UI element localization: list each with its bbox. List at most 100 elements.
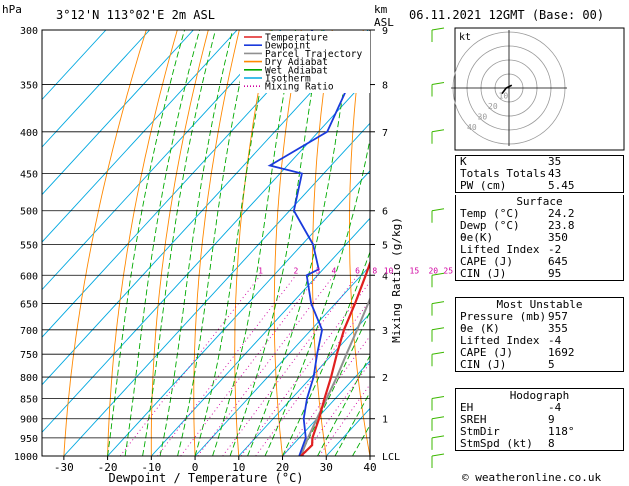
isotherm-line [238,312,370,456]
wind-barb-flag [431,272,445,276]
hodograph-stat-row: StmSpd (kt) 8 [456,438,623,450]
index-label: Totals Totals [460,167,547,180]
x-tick-label: 40 [363,461,376,474]
wet-adiabat-line [334,391,370,456]
pressure-tick-label: 350 [20,81,38,92]
index-label: PW (cm) [460,179,507,192]
index-row: K 35 [456,156,623,168]
wind-barb-flag [431,416,445,420]
most-unstable-label: Lifted Index [460,334,540,347]
pressure-tick-label: 700 [20,326,38,337]
most-unstable-title: Most Unstable [496,298,583,311]
surface-row: Lifted Index -2 [456,244,623,256]
y-unit-label: hPa [2,3,22,16]
pressure-tick-label: 300 [20,26,38,37]
surface-value: 95 [548,267,562,280]
km-tick-label: 5 [382,240,388,251]
mixing-ratio-label: 25 [443,266,453,275]
surface-row: Temp (°C) 24.2 [456,208,623,220]
legend-label: Dry Adiabat [265,57,328,68]
surface-value: 350 [548,231,568,244]
mixing-ratio-axis-title: Mixing Ratio (g/kg) [390,217,403,343]
x-tick-label: -30 [54,461,74,474]
dewpoint-line [267,30,350,456]
most-unstable-value: 5 [548,358,555,371]
surface-row: CAPE (J) 645 [456,256,623,268]
indices-table: K 35 Totals Totals 43 PW (cm) 5.45 [455,155,624,193]
hodograph-stat-label: StmDir [460,425,500,438]
mixing-ratio-line [157,275,297,456]
x-tick-label: -10 [141,461,161,474]
wind-barb-flag [431,129,445,133]
pressure-tick-label: 1000 [14,452,38,463]
km-tick-label: 3 [382,326,388,337]
isotherm-line [42,30,282,291]
hodograph-stat-row: SREH 9 [456,414,623,426]
pressure-tick-label: 600 [20,271,38,282]
plot-frame [41,29,371,457]
surface-label: θe(K) [460,231,494,244]
surface-value: 23.8 [548,219,575,232]
hodograph-frame [454,27,625,151]
hodograph-ring-label: 10 [499,92,509,101]
surface-label: Temp (°C) [460,207,520,220]
wind-barbs [431,27,445,468]
isotherm-line [194,265,370,456]
alt-unit-label: km [374,3,388,16]
x-tick-label: 10 [232,461,245,474]
legend-label: Mixing Ratio [265,82,334,93]
surface-label: Dewp (°C) [460,219,520,232]
hodograph-stat-value: 8 [548,437,555,450]
mixing-ratio-line [222,275,358,456]
index-row: PW (cm) 5.45 [456,180,623,192]
mixing-ratio-label: 15 [410,266,420,275]
surface-value: 24.2 [548,207,575,220]
most-unstable-value: 355 [548,322,568,335]
most-unstable-row: CIN (J) 5 [456,359,623,371]
surface-label: CAPE (J) [460,255,513,268]
wind-barb-flag [431,301,445,305]
profile-series [267,30,370,456]
km-tick-label: 1 [382,415,388,426]
mixing-ratio-label: 3 [315,266,320,275]
hodograph-ring-label: 40 [467,123,477,132]
mixing-ratio-label: 1 [258,266,263,275]
legend-label: Temperature [265,33,328,44]
dry-adiabat-line [349,30,370,456]
km-tick-label: 4 [382,271,388,282]
mixing-ratio-label: 20 [428,266,438,275]
surface-label: Lifted Index [460,243,540,256]
x-tick-label: 0 [192,461,199,474]
mixing-ratio-label: 6 [355,266,360,275]
wind-barb-flag [431,435,445,439]
surface-table: Surface Temp (°C) 24.2 Dewp (°C) 23.8 θe(K) 3… [455,195,624,281]
hodograph-trace [501,84,513,95]
pressure-tick-label: 800 [20,373,38,384]
isotherm-line [151,217,370,456]
alt-sub-label: ASL [374,16,394,29]
pressure-tick-label: 500 [20,207,38,218]
hodograph-table: Hodograph EH -4 SREH 9 StmDir 118° StmSpd (kt)… [455,388,624,451]
pressure-tick-label: 450 [20,169,38,180]
surface-row: θe(K) 350 [456,232,623,244]
most-unstable-row: θe (K) 355 [456,323,623,335]
index-row: Totals Totals 43 [456,168,623,180]
wet-adiabat-line [177,30,252,456]
most-unstable-label: CAPE (J) [460,346,513,359]
mixing-ratio-labels: 1 2 3 4 6 8 10 15 20 25 [258,266,453,275]
datetime-title: 06.11.2021 12GMT (Base: 00) [409,8,604,22]
credit-text: © weatheronline.co.uk [462,471,602,484]
hodograph-stat-value: -4 [548,401,562,414]
legend-label: Isotherm [265,74,311,85]
pressure-tick-label: 650 [20,300,38,311]
hodograph-unit: kt [459,32,471,43]
most-unstable-row: Pressure (mb) 957 [456,311,623,323]
x-axis-title: Dewpoint / Temperature (°C) [108,471,303,485]
legend-label: Parcel Trajectory [265,49,363,60]
km-tick-label: 8 [382,81,388,92]
x-tick-label: 20 [276,461,289,474]
axis-labels: 3003504004505005506006507007508008509009… [14,26,400,474]
most-unstable-table: Most Unstable Pressure (mb) 957 θe (K) 355 L… [455,297,624,372]
mixing-ratio-line [318,383,370,456]
